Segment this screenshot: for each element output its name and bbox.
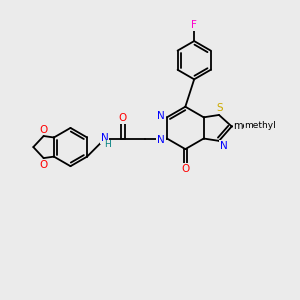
Text: N: N <box>220 141 228 151</box>
Text: N: N <box>157 135 165 145</box>
Text: O: O <box>40 160 48 170</box>
Text: H: H <box>104 140 111 149</box>
Text: O: O <box>40 124 48 134</box>
Text: methyl: methyl <box>233 121 268 131</box>
Text: N: N <box>101 133 108 143</box>
Text: methyl: methyl <box>244 122 276 130</box>
Text: F: F <box>191 20 197 30</box>
Text: S: S <box>216 103 223 113</box>
Text: O: O <box>119 113 127 124</box>
Text: O: O <box>181 164 190 174</box>
Text: N: N <box>157 111 165 121</box>
